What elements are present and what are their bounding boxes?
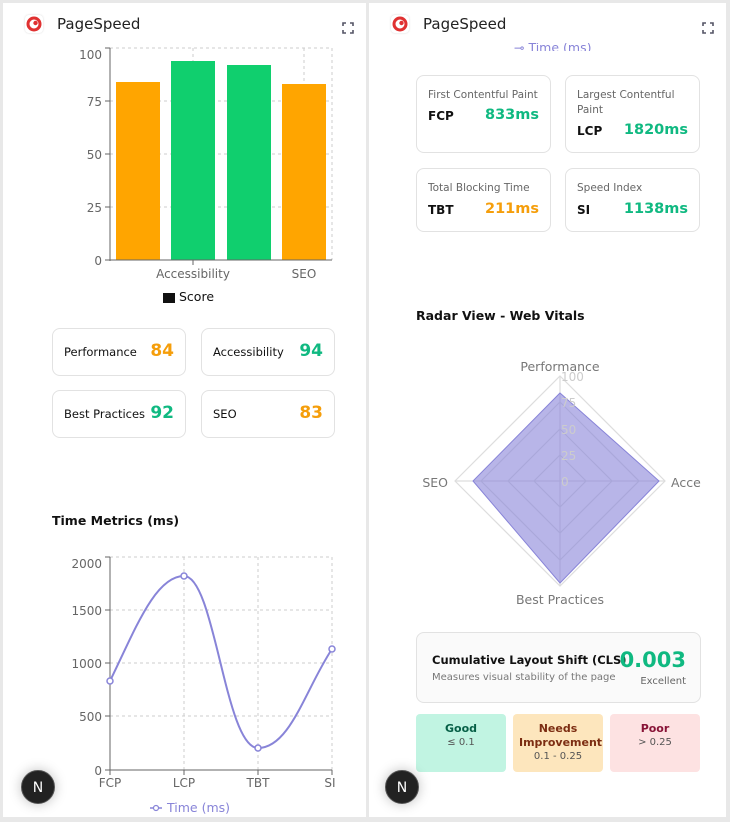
range-good: Good ≤ 0.1 <box>416 714 506 772</box>
range-needs-improvement: Needs Improvement 0.1 - 0.25 <box>513 714 603 772</box>
metric-card-tbt: Total Blocking Time TBT 211ms <box>416 168 551 232</box>
x-tick-accessibility: Accessibility <box>156 267 230 281</box>
svg-text:FCP: FCP <box>99 776 122 790</box>
panel-title: PageSpeed <box>423 15 507 33</box>
radar-axis-accessibility: Acce <box>671 475 701 490</box>
svg-text:75: 75 <box>561 396 576 410</box>
svg-text:LCP: LCP <box>173 776 195 790</box>
radar-axis-seo: SEO <box>422 475 448 490</box>
score-card-performance: Performance 84 <box>52 328 186 376</box>
cls-value: 0.003 <box>619 648 686 672</box>
legend-score: Score <box>179 289 215 304</box>
svg-text:25: 25 <box>561 449 576 463</box>
svg-text:1500: 1500 <box>71 604 102 618</box>
web-vitals-radar-chart: 100 75 50 25 0 Performance Acce Best Practi… <box>422 359 701 607</box>
legend-time: Time (ms) <box>167 800 231 815</box>
time-metrics-title: Time Metrics (ms) <box>52 513 180 528</box>
expand-icon[interactable] <box>342 19 354 34</box>
time-line-chart: 2000 1500 1000 500 0 FCP LCP TBT SI <box>71 556 336 812</box>
score-card-best-practices: Best Practices 92 <box>52 390 186 438</box>
score-bar-chart: 100 75 50 25 0 Accessibility SEO <box>79 47 333 303</box>
pagespeed-logo-icon <box>391 15 409 33</box>
x-tick-seo: SEO <box>292 267 317 281</box>
svg-text:50: 50 <box>87 148 102 162</box>
svg-text:SI: SI <box>324 776 335 790</box>
panel-header: PageSpeed <box>369 3 726 43</box>
panel-title: PageSpeed <box>57 15 141 33</box>
right-panel: ⊸ Time (ms) PageSpeed First Contentful P… <box>369 3 726 817</box>
svg-text:25: 25 <box>87 201 102 215</box>
metric-card-fcp: First Contentful Paint FCP 833ms <box>416 75 551 153</box>
next-dev-badge[interactable]: N <box>21 770 55 804</box>
range-poor: Poor > 0.25 <box>610 714 700 772</box>
next-dev-badge[interactable]: N <box>385 770 419 804</box>
radar-axis-performance: Performance <box>520 359 600 374</box>
cls-title: Cumulative Layout Shift (CLS) <box>432 653 627 667</box>
score-card-accessibility: Accessibility 94 <box>201 328 335 376</box>
svg-text:0: 0 <box>94 764 102 778</box>
panel-header: PageSpeed <box>3 3 366 47</box>
svg-text:500: 500 <box>79 710 102 724</box>
svg-text:50: 50 <box>561 423 576 437</box>
svg-text:100: 100 <box>79 48 102 62</box>
cls-description: Measures visual stability of the page <box>432 672 616 683</box>
metric-card-lcp: Largest Contentful Paint LCP 1820ms <box>565 75 700 153</box>
svg-text:1000: 1000 <box>71 657 102 671</box>
pagespeed-logo-icon <box>25 15 43 33</box>
svg-text:75: 75 <box>87 95 102 109</box>
legend-line-icon: ⊸ <box>514 40 529 51</box>
svg-text:2000: 2000 <box>71 557 102 571</box>
svg-text:0: 0 <box>94 254 102 268</box>
cls-card: Cumulative Layout Shift (CLS) Measures v… <box>416 632 701 703</box>
metric-card-si: Speed Index SI 1138ms <box>565 168 700 232</box>
radar-title: Radar View - Web Vitals <box>416 308 585 323</box>
svg-text:0: 0 <box>561 475 569 489</box>
svg-text:TBT: TBT <box>246 776 271 790</box>
cls-rating: Excellent <box>640 676 686 687</box>
expand-icon[interactable] <box>702 19 714 34</box>
score-card-seo: SEO 83 <box>201 390 335 438</box>
partial-legend-time: ⊸ Time (ms) <box>514 37 591 51</box>
left-panel: PageSpeed 100 75 50 25 0 <box>3 3 366 817</box>
svg-text:100: 100 <box>561 370 584 384</box>
radar-axis-best-practices: Best Practices <box>516 592 604 607</box>
